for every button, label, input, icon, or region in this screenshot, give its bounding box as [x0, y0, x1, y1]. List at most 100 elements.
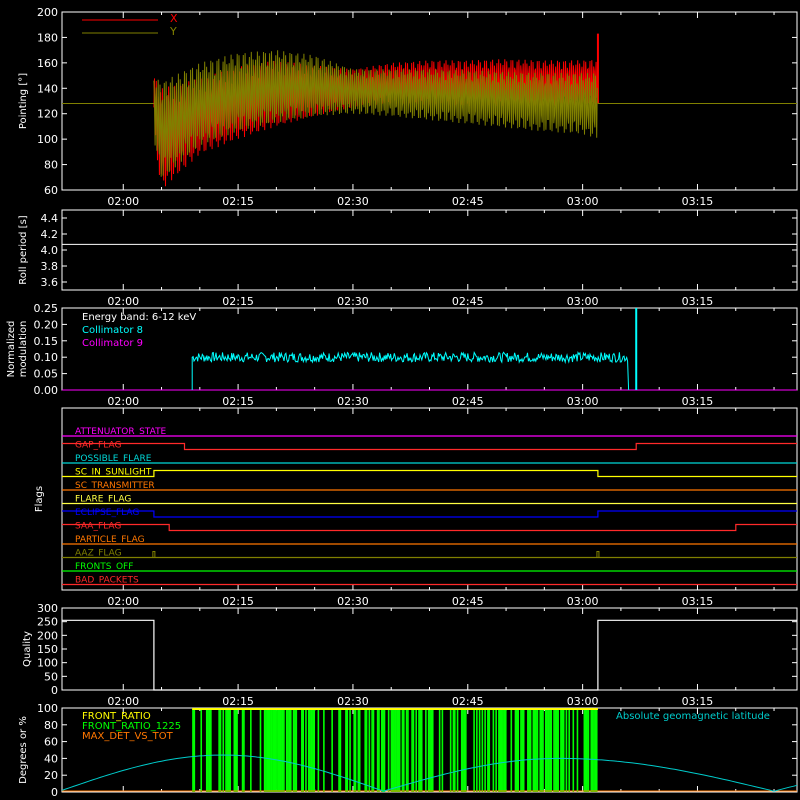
- front-ratio-1225-bar: [504, 708, 507, 792]
- front-ratio-1225-bar: [219, 708, 222, 792]
- front-ratio-1225-bar: [528, 708, 531, 792]
- flag-label: ATTENUATOR_STATE: [75, 427, 167, 437]
- front-ratio-1225-bar: [562, 708, 565, 792]
- front-ratio-1225-bar: [456, 708, 459, 792]
- front-ratio-1225-bar: [372, 708, 375, 792]
- front-ratio-1225-bar: [270, 708, 273, 792]
- front-ratio-1225-bar: [307, 708, 310, 792]
- front-ratio-1225-bar: [313, 708, 316, 792]
- front-ratio-1225-bar: [226, 708, 229, 792]
- front-ratio-1225-bar: [207, 708, 209, 792]
- quality-ytick-label: 0: [51, 684, 58, 697]
- flags-xtick-label: 03:15: [682, 595, 714, 608]
- front-ratio-1225-bar: [586, 708, 588, 792]
- roll_period-ylabel-group: Roll period [s]: [18, 215, 29, 284]
- ratios-ylabel: Degrees or %: [18, 716, 29, 784]
- front-ratio-1225-bar: [407, 708, 409, 792]
- front-ratio-1225-bar: [502, 708, 504, 792]
- front-ratio-1225-bar: [310, 708, 313, 792]
- front-ratio-1225-bar: [346, 708, 349, 792]
- quality-ytick-label: 50: [44, 670, 58, 683]
- front-ratio-1225-bar: [478, 708, 481, 792]
- ratios-ytick-label: 20: [44, 769, 58, 782]
- front-ratio-1225-bar: [331, 708, 333, 792]
- front-ratio-1225-bar: [233, 708, 236, 792]
- roll_period-xtick-label: 02:00: [107, 295, 139, 308]
- front-ratio-1225-bar: [561, 708, 564, 792]
- front-ratio-1225-bar: [419, 708, 422, 792]
- front-ratio-1225-bar: [222, 708, 225, 792]
- front-ratio-1225-bar: [473, 708, 475, 792]
- front-ratio-1225-bar: [345, 708, 347, 792]
- front-ratio-1225-bar: [236, 708, 238, 792]
- flag-label: AAZ_FLAG: [75, 549, 122, 559]
- pointing-xtick-label: 03:00: [567, 195, 599, 208]
- front-ratio-1225-bar: [263, 708, 266, 792]
- series-y-line: [153, 50, 598, 177]
- flag-label: SC_IN_SUNLIGHT: [75, 468, 152, 478]
- front-ratio-1225-bar: [295, 708, 298, 792]
- front-ratio-1225-bar: [460, 708, 463, 792]
- pointing-ytick-label: 120: [37, 108, 58, 121]
- pointing-ytick-label: 100: [37, 133, 58, 146]
- flags-ylabel: Flags: [34, 486, 45, 512]
- front-ratio-1225-bar: [522, 708, 525, 792]
- legend-label-y: Y: [169, 25, 177, 38]
- modulation-ytick-label: 0.05: [34, 368, 59, 381]
- front-ratio-1225-bar: [376, 708, 379, 792]
- front-ratio-1225-bar: [405, 708, 408, 792]
- front-ratio-1225-bar: [273, 708, 276, 792]
- roll_period-ytick-label: 3.8: [41, 260, 59, 273]
- pointing-ytick-label: 180: [37, 31, 58, 44]
- front-ratio-1225-bar: [438, 708, 441, 792]
- front-ratio-1225-bar: [549, 708, 551, 792]
- front-ratio-1225-bar: [532, 708, 535, 792]
- front-ratio-1225-bar: [396, 708, 398, 792]
- roll_period-ytick-label: 4.0: [41, 244, 59, 257]
- front-ratio-1225-bar: [353, 708, 355, 792]
- modulation-ytick-label: 0.10: [34, 351, 59, 364]
- front-ratio-1225-bar: [218, 708, 220, 792]
- front-ratio-1225-bar: [301, 708, 303, 792]
- front-ratio-1225-bar: [225, 708, 227, 792]
- front-ratio-1225-bar: [309, 708, 311, 792]
- ratios-ytick-label: 100: [37, 702, 58, 715]
- front-ratio-1225-bar: [481, 708, 484, 792]
- quality-ytick-label: 200: [37, 629, 58, 642]
- front-ratio-1225-bar: [535, 708, 537, 792]
- quality-xtick-label: 02:15: [222, 695, 254, 708]
- front-ratio-1225-bar: [200, 708, 203, 792]
- flag-pulse: [596, 551, 600, 558]
- front-ratio-1225-bar: [412, 708, 415, 792]
- quality-ylabel: Quality: [22, 631, 33, 667]
- front-ratio-1225-bar: [294, 708, 296, 792]
- flag-label: FRONTS_OFF: [75, 562, 133, 572]
- front-ratio-1225-bar: [568, 708, 570, 792]
- front-ratio-1225-bar: [398, 708, 401, 792]
- flag-label: BAD_PACKETS: [75, 576, 139, 586]
- modulation-ytick-label: 0.25: [34, 302, 59, 315]
- front-ratio-1225-bar: [272, 708, 274, 792]
- front-ratio-1225-bar: [205, 708, 208, 792]
- quality-ytick-label: 300: [37, 602, 58, 615]
- legend-label-front-ratio-1225: FRONT_RATIO_1225: [82, 721, 181, 732]
- modulation-ylabel: modulation: [18, 321, 29, 378]
- front-ratio-1225-bar: [266, 708, 269, 792]
- flags-xtick-label: 02:45: [452, 595, 484, 608]
- legend-label-max-det-vs-tot: MAX_DET_VS_TOT: [82, 731, 174, 742]
- quality-xtick-label: 02:00: [107, 695, 139, 708]
- front-ratio-1225-bar: [452, 708, 455, 792]
- front-ratio-1225-bar: [583, 708, 586, 792]
- front-ratio-1225-bar: [540, 708, 543, 792]
- front-ratio-1225-bar: [595, 708, 598, 792]
- roll_period-frame: [61, 209, 798, 291]
- front-ratio-1225-bar: [542, 708, 544, 792]
- front-ratio-1225-bar: [339, 708, 342, 792]
- front-ratio-1225-bar: [498, 708, 500, 792]
- roll_period-xtick-label: 03:15: [682, 295, 714, 308]
- roll_period-ytick-label: 4.2: [41, 228, 59, 241]
- front-ratio-1225-bar: [431, 708, 434, 792]
- front-ratio-1225-bar: [565, 708, 568, 792]
- front-ratio-1225-bar: [278, 708, 281, 792]
- front-ratio-1225-bar: [553, 708, 555, 792]
